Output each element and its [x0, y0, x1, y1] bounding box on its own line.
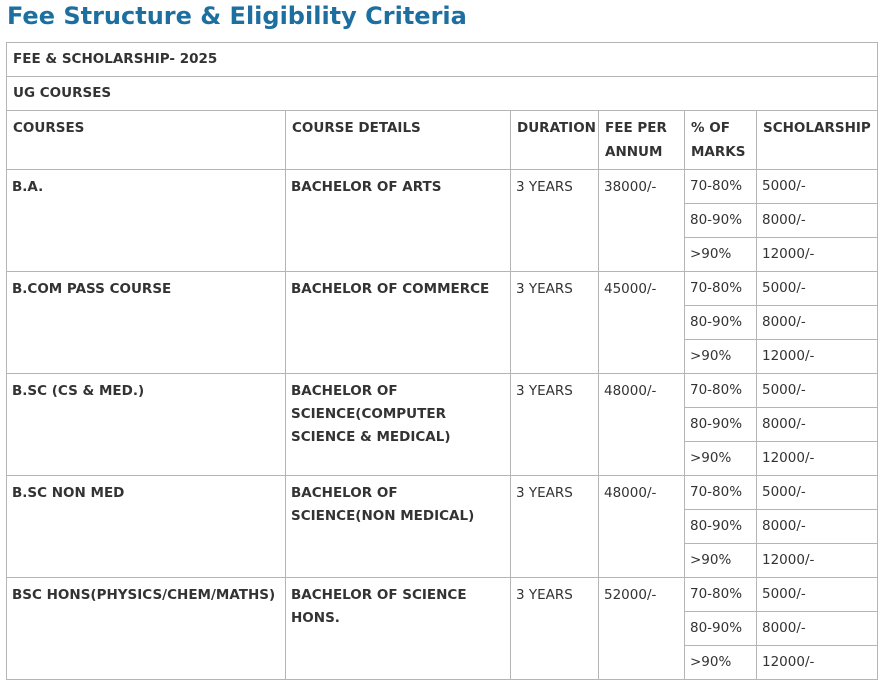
marks-range-cell: 80-90%	[684, 509, 757, 544]
course-name-cell: B.SC NON MED	[6, 475, 286, 578]
scholarship-amount-cell: 12000/-	[755, 645, 879, 680]
marks-range-cell: 70-80%	[684, 475, 757, 510]
page-title: Fee Structure & Eligibility Criteria	[7, 2, 467, 30]
duration-cell: 3 YEARS	[510, 577, 599, 680]
course-name-cell: B.SC (CS & MED.)	[6, 373, 286, 476]
header-fee: FEE PER ANNUM	[598, 110, 685, 170]
marks-range-cell: >90%	[684, 645, 757, 680]
course-detail-cell: BACHELOR OF SCIENCE(COMPUTER SCIENCE & M…	[285, 373, 511, 476]
marks-range-cell: >90%	[684, 237, 757, 272]
scholarship-tier-row: 80-90% 8000/-	[7, 203, 879, 238]
scholarship-amount-cell: 12000/-	[755, 441, 879, 476]
scholarship-amount-cell: 5000/-	[755, 271, 879, 306]
scholarship-tier-row: 80-90% 8000/-	[7, 407, 879, 442]
table-row: B.COM PASS COURSE BACHELOR OF COMMERCE 3 Y…	[6, 271, 879, 374]
marks-range-cell: 70-80%	[684, 271, 757, 306]
marks-range-cell: 80-90%	[684, 203, 757, 238]
course-detail-cell: BACHELOR OF COMMERCE	[285, 271, 511, 374]
course-name-cell: BSC HONS(PHYSICS/CHEM/MATHS)	[6, 577, 286, 680]
scholarship-amount-cell: 5000/-	[755, 577, 879, 612]
header-courses: COURSES	[6, 110, 286, 170]
fee-cell: 48000/-	[598, 373, 685, 476]
course-detail-cell: BACHELOR OF ARTS	[285, 169, 511, 272]
header-marks: % OF MARKS	[684, 110, 757, 170]
scholarship-amount-cell: 8000/-	[755, 305, 879, 340]
course-detail-cell: BACHELOR OF SCIENCE(NON MEDICAL)	[285, 475, 511, 578]
header-row: COURSES COURSE DETAILS DURATION FEE PER …	[6, 110, 879, 170]
header-course-details: COURSE DETAILS	[285, 110, 511, 170]
scholarship-amount-cell: 12000/-	[755, 237, 879, 272]
scholarship-amount-cell: 12000/-	[755, 543, 879, 578]
fee-cell: 48000/-	[598, 475, 685, 578]
scholarship-tier-row: 80-90% 8000/-	[7, 509, 879, 544]
caption-cell: FEE & SCHOLARSHIP- 2025	[5, 42, 879, 77]
fee-cell: 38000/-	[598, 169, 685, 272]
scholarship-amount-cell: 8000/-	[755, 407, 879, 442]
scholarship-amount-cell: 8000/-	[755, 611, 879, 646]
duration-cell: 3 YEARS	[510, 271, 599, 374]
header-duration: DURATION	[510, 110, 599, 170]
scholarship-tier-row: 80-90% 8000/-	[7, 305, 879, 340]
scholarship-tier-row: >90% 12000/-	[7, 543, 879, 578]
marks-range-cell: 80-90%	[684, 305, 757, 340]
scholarship-amount-cell: 5000/-	[755, 373, 879, 408]
fee-cell: 52000/-	[598, 577, 685, 680]
duration-cell: 3 YEARS	[510, 373, 599, 476]
marks-range-cell: >90%	[684, 339, 757, 374]
marks-range-cell: 70-80%	[684, 577, 757, 612]
marks-range-cell: 80-90%	[684, 407, 757, 442]
scholarship-amount-cell: 5000/-	[755, 475, 879, 510]
table-row: B.SC NON MED BACHELOR OF SCIENCE(NON MEDI…	[6, 475, 879, 578]
table-row: B.SC (CS & MED.) BACHELOR OF SCIENCE(COMP…	[6, 373, 879, 476]
marks-range-cell: 70-80%	[684, 169, 757, 204]
caption-row: FEE & SCHOLARSHIP- 2025	[5, 42, 879, 77]
scholarship-amount-cell: 8000/-	[755, 509, 879, 544]
marks-range-cell: >90%	[684, 441, 757, 476]
fee-cell: 45000/-	[598, 271, 685, 374]
header-scholarship: SCHOLARSHIP	[755, 110, 879, 170]
marks-range-cell: 80-90%	[684, 611, 757, 646]
table-row: B.A. BACHELOR OF ARTS 3 YEARS 38000/- 70-80%…	[6, 169, 879, 272]
course-name-cell: B.COM PASS COURSE	[6, 271, 286, 374]
scholarship-amount-cell: 5000/-	[755, 169, 879, 204]
course-detail-cell: BACHELOR OF SCIENCE HONS.	[285, 577, 511, 680]
scholarship-tier-row: >90% 12000/-	[7, 441, 879, 476]
scholarship-amount-cell: 8000/-	[755, 203, 879, 238]
scholarship-tier-row: >90% 12000/-	[7, 339, 879, 374]
course-name-cell: B.A.	[6, 169, 286, 272]
fee-table: FEE & SCHOLARSHIP- 2025 UG COURSES COURS…	[5, 42, 879, 680]
scholarship-tier-row: >90% 12000/-	[7, 237, 879, 272]
marks-range-cell: >90%	[684, 543, 757, 578]
marks-range-cell: 70-80%	[684, 373, 757, 408]
duration-cell: 3 YEARS	[510, 475, 599, 578]
duration-cell: 3 YEARS	[510, 169, 599, 272]
section-row: UG COURSES	[5, 76, 879, 111]
table-row: BSC HONS(PHYSICS/CHEM/MATHS) BACHELOR OF …	[6, 577, 879, 680]
scholarship-amount-cell: 12000/-	[755, 339, 879, 374]
section-cell: UG COURSES	[5, 76, 879, 111]
scholarship-tier-row: >90% 12000/-	[7, 645, 879, 680]
